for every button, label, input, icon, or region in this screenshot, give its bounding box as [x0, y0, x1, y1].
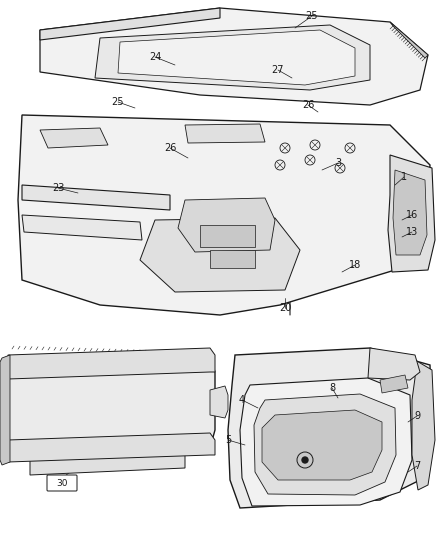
Text: 24: 24 [149, 52, 161, 62]
Polygon shape [254, 394, 396, 495]
Polygon shape [262, 410, 382, 480]
Polygon shape [412, 360, 435, 490]
Polygon shape [368, 348, 420, 380]
Text: 13: 13 [406, 227, 418, 237]
Text: 18: 18 [349, 260, 361, 270]
Polygon shape [118, 30, 355, 85]
Polygon shape [8, 433, 215, 462]
Text: 23: 23 [52, 183, 64, 193]
Text: 9: 9 [414, 411, 420, 421]
FancyBboxPatch shape [47, 475, 77, 491]
Polygon shape [40, 128, 108, 148]
Polygon shape [393, 170, 427, 255]
Text: 5: 5 [225, 435, 231, 445]
Text: 20: 20 [279, 303, 291, 313]
Polygon shape [8, 348, 215, 379]
Polygon shape [390, 22, 428, 58]
Polygon shape [240, 378, 412, 506]
Polygon shape [22, 185, 170, 210]
Text: 26: 26 [164, 143, 176, 153]
Polygon shape [140, 218, 300, 292]
Text: 8: 8 [329, 383, 335, 393]
Polygon shape [18, 115, 430, 315]
Polygon shape [40, 8, 428, 105]
Text: 25: 25 [112, 97, 124, 107]
FancyBboxPatch shape [210, 250, 255, 268]
Text: 25: 25 [306, 11, 318, 21]
Polygon shape [22, 215, 142, 240]
Polygon shape [8, 355, 215, 455]
Polygon shape [95, 25, 370, 90]
Text: 27: 27 [272, 65, 284, 75]
Text: 26: 26 [302, 100, 314, 110]
Text: 7: 7 [414, 461, 420, 471]
Polygon shape [210, 386, 228, 418]
Text: 1: 1 [401, 172, 407, 182]
Text: 4: 4 [239, 395, 245, 405]
FancyBboxPatch shape [200, 225, 255, 247]
Polygon shape [178, 198, 275, 252]
Polygon shape [0, 355, 10, 465]
Polygon shape [380, 375, 408, 393]
Text: 16: 16 [406, 210, 418, 220]
Polygon shape [30, 448, 185, 475]
Polygon shape [388, 155, 435, 272]
Text: 30: 30 [56, 480, 68, 489]
Polygon shape [185, 124, 265, 143]
Text: 3: 3 [335, 158, 341, 168]
Circle shape [302, 457, 308, 463]
Polygon shape [228, 348, 432, 508]
Polygon shape [40, 8, 220, 40]
